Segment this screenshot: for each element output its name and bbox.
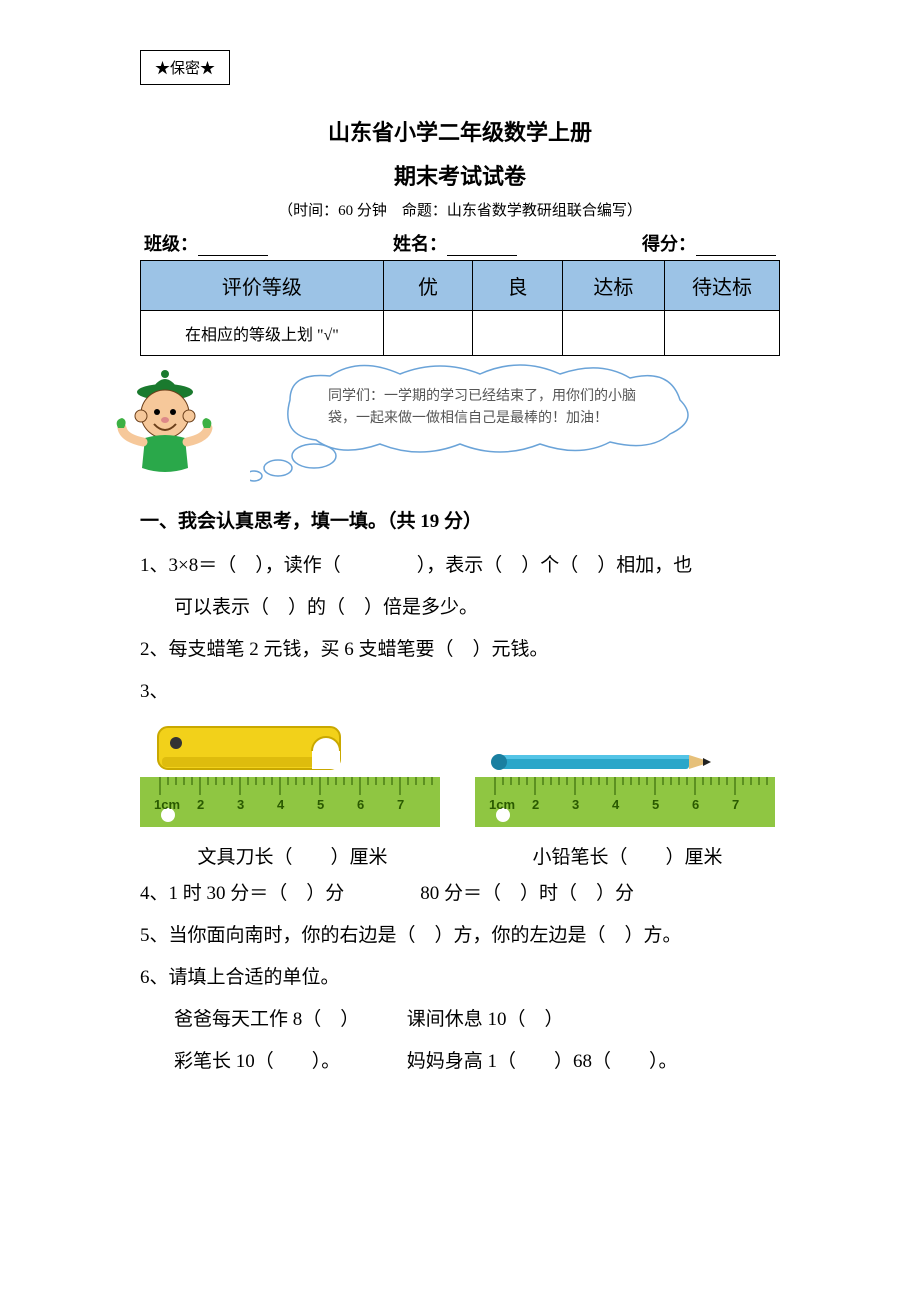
col-1: 优 — [383, 261, 472, 311]
ruler-right-block: 1cm 2 3 4 5 6 7 — [475, 721, 780, 836]
confidential-stamp: ★保密★ — [140, 50, 230, 85]
subtitle: （时间：60 分钟 命题：山东省数学教研组联合编写） — [140, 199, 780, 220]
grade-header-row: 评价等级 优 良 达标 待达标 — [141, 261, 780, 311]
q1-line2: 可以表示（ ）的（ ）倍是多少。 — [140, 589, 780, 627]
ruler-row: 1cm 2 3 4 5 6 7 — [140, 721, 780, 836]
svg-text:2: 2 — [532, 797, 539, 812]
grade-input-row: 在相应的等级上划 "√" — [141, 311, 780, 356]
svg-text:6: 6 — [692, 797, 699, 812]
student-info-row: 班级： 姓名： 得分： — [140, 230, 780, 256]
svg-text:5: 5 — [652, 797, 659, 812]
svg-text:4: 4 — [612, 797, 620, 812]
q6a: 爸爸每天工作 8（ ） 课间休息 10（ ） — [140, 1001, 780, 1039]
mark-1cm: 1cm — [154, 797, 180, 812]
name-label: 姓名： — [393, 230, 447, 256]
grade-cell-excellent[interactable] — [383, 311, 472, 356]
mark-3: 3 — [237, 797, 244, 812]
grade-instruction: 在相应的等级上划 "√" — [141, 311, 384, 356]
class-label: 班级： — [144, 230, 198, 256]
grade-cell-good[interactable] — [473, 311, 562, 356]
q6b: 彩笔长 10（ ）。 妈妈身高 1（ ）68（ ）。 — [140, 1043, 780, 1081]
col-3: 达标 — [562, 261, 664, 311]
ruler-left-block: 1cm 2 3 4 5 6 7 — [140, 721, 445, 836]
confidential-text: ★保密★ — [155, 61, 215, 77]
grade-table: 评价等级 优 良 达标 待达标 在相应的等级上划 "√" — [140, 260, 780, 356]
mark-2: 2 — [197, 797, 204, 812]
col-2: 良 — [473, 261, 562, 311]
title-line-1: 山东省小学二年级数学上册 — [140, 115, 780, 147]
q4: 4、1 时 30 分＝（ ）分 80 分＝（ ）时（ ）分 — [140, 875, 780, 913]
mascot-bubble-area: 同学们：一学期的学习已经结束了，用你们的小脑 袋，一起来做一做相信自己是最棒的！… — [140, 362, 780, 492]
grade-cell-pass[interactable] — [562, 311, 664, 356]
pencil-ruler-icon: 1cm 2 3 4 5 6 7 — [475, 721, 775, 831]
svg-text:3: 3 — [572, 797, 579, 812]
q2: 2、每支蜡笔 2 元钱，买 6 支蜡笔要（ ）元钱。 — [140, 631, 780, 669]
bubble-line-1: 同学们：一学期的学习已经结束了，用你们的小脑 — [328, 388, 636, 404]
class-blank[interactable] — [198, 238, 268, 256]
mark-7: 7 — [397, 797, 404, 812]
mark-6: 6 — [357, 797, 364, 812]
mascot-icon — [110, 368, 230, 488]
q6: 6、请填上合适的单位。 — [140, 959, 780, 997]
svg-text:1cm: 1cm — [489, 797, 515, 812]
grade-cell-improve[interactable] — [664, 311, 779, 356]
q1-line1: 1、3×8＝（ ），读作（ ），表示（ ）个（ ）相加，也 — [140, 547, 780, 585]
ruler-right-caption: 小铅笔长（ ）厘米 — [475, 842, 780, 869]
col-0: 评价等级 — [141, 261, 384, 311]
score-label: 得分： — [642, 230, 696, 256]
ruler-left-caption: 文具刀长（ ）厘米 — [140, 842, 445, 869]
thought-bubble-icon: 同学们：一学期的学习已经结束了，用你们的小脑 袋，一起来做一做相信自己是最棒的！… — [250, 360, 730, 490]
title-line-2: 期末考试试卷 — [140, 159, 780, 191]
bubble-line-2: 袋，一起来做一做相信自己是最棒的！加油！ — [328, 410, 608, 426]
svg-text:7: 7 — [732, 797, 739, 812]
section-1-title: 一、我会认真思考，填一填。（共 19 分） — [140, 506, 780, 533]
q3-label: 3、 — [140, 673, 780, 711]
eraser-ruler-icon: 1cm 2 3 4 5 6 7 — [140, 721, 440, 831]
exam-page: ★保密★ 山东省小学二年级数学上册 期末考试试卷 （时间：60 分钟 命题：山东… — [0, 0, 920, 1145]
col-4: 待达标 — [664, 261, 779, 311]
q5: 5、当你面向南时，你的右边是（ ）方，你的左边是（ ）方。 — [140, 917, 780, 955]
score-blank[interactable] — [696, 238, 776, 256]
mark-4: 4 — [277, 797, 285, 812]
ruler-captions: 文具刀长（ ）厘米 小铅笔长（ ）厘米 — [140, 842, 780, 869]
mark-5: 5 — [317, 797, 324, 812]
name-blank[interactable] — [447, 238, 517, 256]
